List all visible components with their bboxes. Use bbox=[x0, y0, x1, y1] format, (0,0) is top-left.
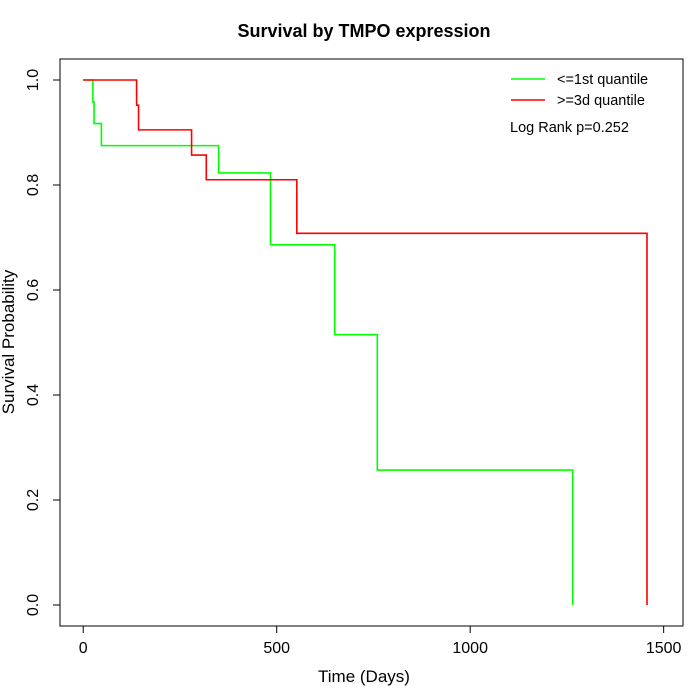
y-tick-label: 0.4 bbox=[25, 384, 42, 406]
legend-label-high: >=3d quantile bbox=[557, 93, 645, 109]
y-axis: 0.0 0.2 0.4 0.6 0.8 1.0 bbox=[25, 69, 60, 616]
km-curve-high bbox=[83, 79, 648, 605]
km-curve-low bbox=[83, 79, 574, 605]
y-tick-label: 0.0 bbox=[25, 594, 42, 616]
x-axis-label: Time (Days) bbox=[318, 667, 410, 686]
y-tick-label: 0.6 bbox=[25, 279, 42, 301]
x-tick-label: 500 bbox=[263, 640, 290, 657]
legend: <=1st quantile >=3d quantile bbox=[511, 72, 648, 109]
chart-title: Survival by TMPO expression bbox=[237, 21, 490, 41]
y-tick-label: 0.2 bbox=[25, 489, 42, 511]
y-tick-label: 0.8 bbox=[25, 174, 42, 196]
x-tick-label: 1000 bbox=[452, 640, 488, 657]
y-axis-label: Survival Probability bbox=[0, 269, 18, 414]
x-tick-label: 0 bbox=[79, 640, 88, 657]
y-tick-label: 1.0 bbox=[25, 69, 42, 91]
log-rank-annotation: Log Rank p=0.252 bbox=[510, 120, 629, 136]
series-layer bbox=[83, 79, 648, 605]
legend-label-low: <=1st quantile bbox=[557, 72, 648, 88]
plot-frame bbox=[59, 58, 684, 627]
x-tick-label: 1500 bbox=[646, 640, 682, 657]
x-axis: 0 500 1000 1500 bbox=[79, 625, 682, 657]
